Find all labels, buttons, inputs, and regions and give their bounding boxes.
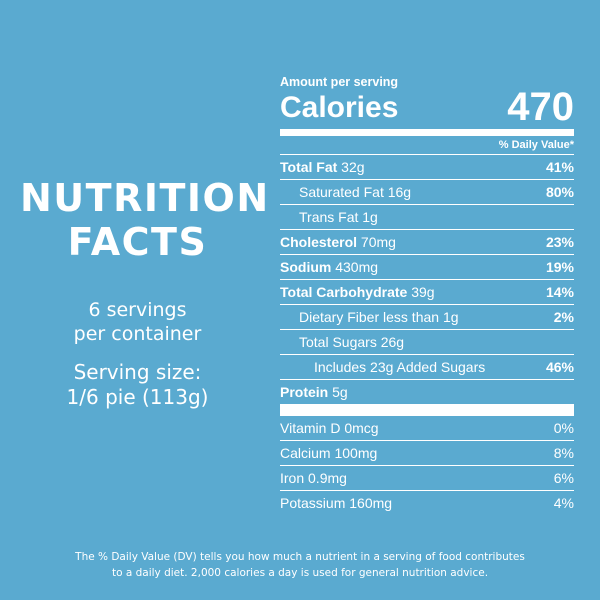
nutrient-percent: 46% <box>545 359 574 375</box>
nutrient-row-protein: Protein 5g <box>280 380 574 404</box>
nutrient-percent: 14% <box>545 284 574 300</box>
vitamin-percent: 4% <box>553 495 574 511</box>
nutrient-name: Includes 23g Added Sugars <box>314 359 486 375</box>
nutrient-name: Total Fat 32g <box>280 159 365 175</box>
nutrient-percent: 41% <box>545 159 574 175</box>
protein-divider-bar <box>280 404 574 416</box>
servings-line-2: per container <box>73 323 202 345</box>
vitamin-percent: 6% <box>553 470 574 486</box>
nutrient-name: Total Carbohydrate 39g <box>280 284 435 300</box>
serving-size-line-2: 1/6 pie (113g) <box>66 385 209 409</box>
vitamin-percent: 0% <box>553 420 574 436</box>
footnote-line-1: The % Daily Value (DV) tells you how muc… <box>75 551 525 563</box>
daily-value-footnote: The % Daily Value (DV) tells you how muc… <box>0 549 600 581</box>
vitamin-name: Potassium 160mg <box>280 495 393 511</box>
nutrition-info-summary: NUTRITION FACTS 6 servings per container… <box>20 176 270 410</box>
amount-per-serving-label: Amount per serving <box>280 75 399 89</box>
nutrient-percent: 80% <box>545 184 574 200</box>
thick-divider <box>280 129 574 136</box>
nutrient-percent: 19% <box>545 259 574 275</box>
nutrient-row-saturated-fat: Saturated Fat 16g 80% <box>280 180 574 205</box>
nutrient-name: Sodium 430mg <box>280 259 379 275</box>
footnote-line-2: to a daily diet. 2,000 calories a day is… <box>111 567 489 579</box>
nutrient-row-total-sugars: Total Sugars 26g <box>280 330 574 355</box>
nutrient-name: Trans Fat 1g <box>299 209 378 225</box>
nutrient-row-dietary-fiber: Dietary Fiber less than 1g 2% <box>280 305 574 330</box>
vitamin-name: Iron 0.9mg <box>280 470 347 486</box>
nutrient-row-cholesterol: Cholesterol 70mg 23% <box>280 230 574 255</box>
vitamin-name: Vitamin D 0mcg <box>280 420 379 436</box>
servings-per-container: 6 servings per container <box>20 298 255 346</box>
nutrient-percent: 2% <box>553 309 574 325</box>
daily-value-header: % Daily Value* <box>280 136 574 155</box>
title-line-2: FACTS <box>67 220 208 264</box>
servings-line-1: 6 servings <box>88 299 187 321</box>
vitamin-name: Calcium 100mg <box>280 445 378 461</box>
vitamin-row-vitamin-d: Vitamin D 0mcg 0% <box>280 416 574 441</box>
serving-size-line-1: Serving size: <box>73 360 202 384</box>
vitamin-row-calcium: Calcium 100mg 8% <box>280 441 574 466</box>
nutrient-row-added-sugars: Includes 23g Added Sugars 46% <box>280 355 574 380</box>
serving-size: Serving size: 1/6 pie (113g) <box>20 360 255 410</box>
nutrient-name: Protein 5g <box>280 384 348 400</box>
calories-value: 470 <box>507 85 574 129</box>
vitamin-row-potassium: Potassium 160mg 4% <box>280 491 574 515</box>
nutrition-panel: Amount per serving Calories 470 % Daily … <box>280 75 574 515</box>
nutrient-name: Total Sugars 26g <box>299 334 405 350</box>
nutrient-percent: 23% <box>545 234 574 250</box>
vitamin-row-iron: Iron 0.9mg 6% <box>280 466 574 491</box>
nutrient-row-total-carbohydrate: Total Carbohydrate 39g 14% <box>280 280 574 305</box>
calories-label: Calories <box>280 91 399 124</box>
calories-row: Calories 470 <box>280 85 574 129</box>
nutrient-name: Saturated Fat 16g <box>299 184 412 200</box>
nutrient-row-sodium: Sodium 430mg 19% <box>280 255 574 280</box>
title-line-1: NUTRITION <box>20 176 270 220</box>
nutrient-row-total-fat: Total Fat 32g 41% <box>280 155 574 180</box>
vitamin-percent: 8% <box>553 445 574 461</box>
nutrient-row-trans-fat: Trans Fat 1g <box>280 205 574 230</box>
nutrient-name: Cholesterol 70mg <box>280 234 396 250</box>
nutrient-name: Dietary Fiber less than 1g <box>299 309 459 325</box>
nutrition-facts-title: NUTRITION FACTS <box>20 176 270 264</box>
